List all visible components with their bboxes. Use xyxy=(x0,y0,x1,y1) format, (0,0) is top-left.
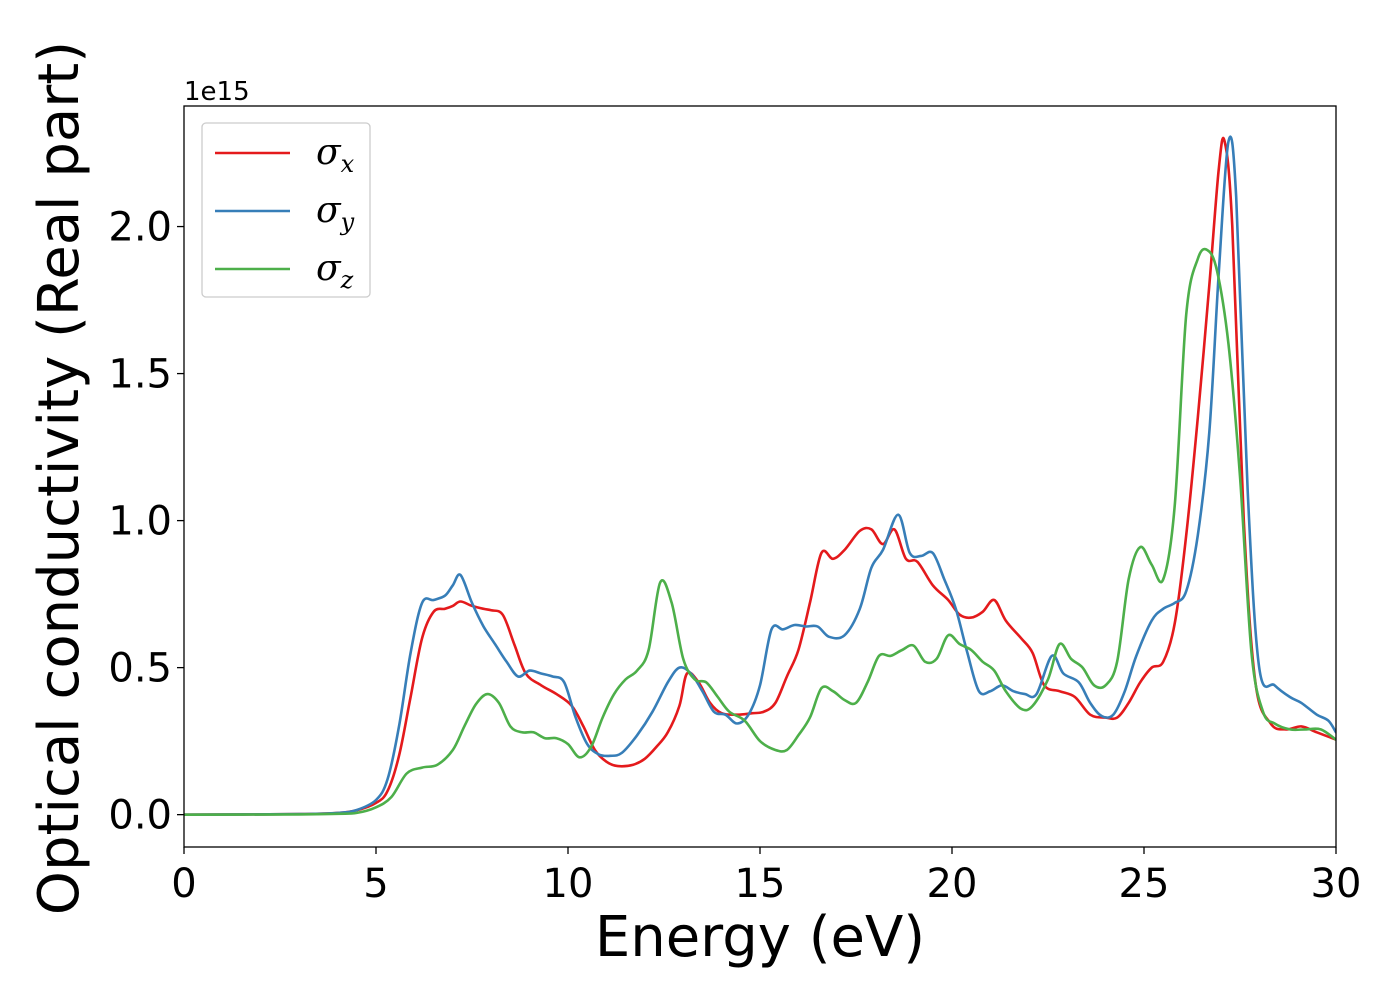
x-tick-label: 20 xyxy=(927,861,978,907)
x-axis: 0 5 10 15 20 25 30 xyxy=(171,847,1361,907)
x-tick-label: 25 xyxy=(1119,861,1170,907)
series-line-y xyxy=(184,135,1336,816)
series-line-z xyxy=(184,247,1336,816)
y-tick-label: 1.0 xyxy=(108,499,172,545)
x-tick-label: 10 xyxy=(543,861,594,907)
x-tick-label: 15 xyxy=(735,861,786,907)
y-axis-title: Optical conductivity (Real part) xyxy=(27,41,92,915)
series-layer xyxy=(184,135,1336,816)
x-tick-label: 5 xyxy=(363,861,388,907)
legend-label-x: σx xyxy=(316,132,355,178)
y-tick-label: 0.0 xyxy=(108,793,172,839)
x-tick-label: 0 xyxy=(171,861,196,907)
y-offset-label: 1e15 xyxy=(184,77,250,107)
y-tick-label: 1.5 xyxy=(108,352,172,398)
y-tick-label: 2.0 xyxy=(108,205,172,251)
y-tick-label: 0.5 xyxy=(108,646,172,692)
x-tick-label: 30 xyxy=(1311,861,1362,907)
x-axis-title: Energy (eV) xyxy=(595,905,925,970)
y-axis: 0.0 0.5 1.0 1.5 2.0 xyxy=(108,205,184,839)
series-line-x xyxy=(184,136,1336,816)
